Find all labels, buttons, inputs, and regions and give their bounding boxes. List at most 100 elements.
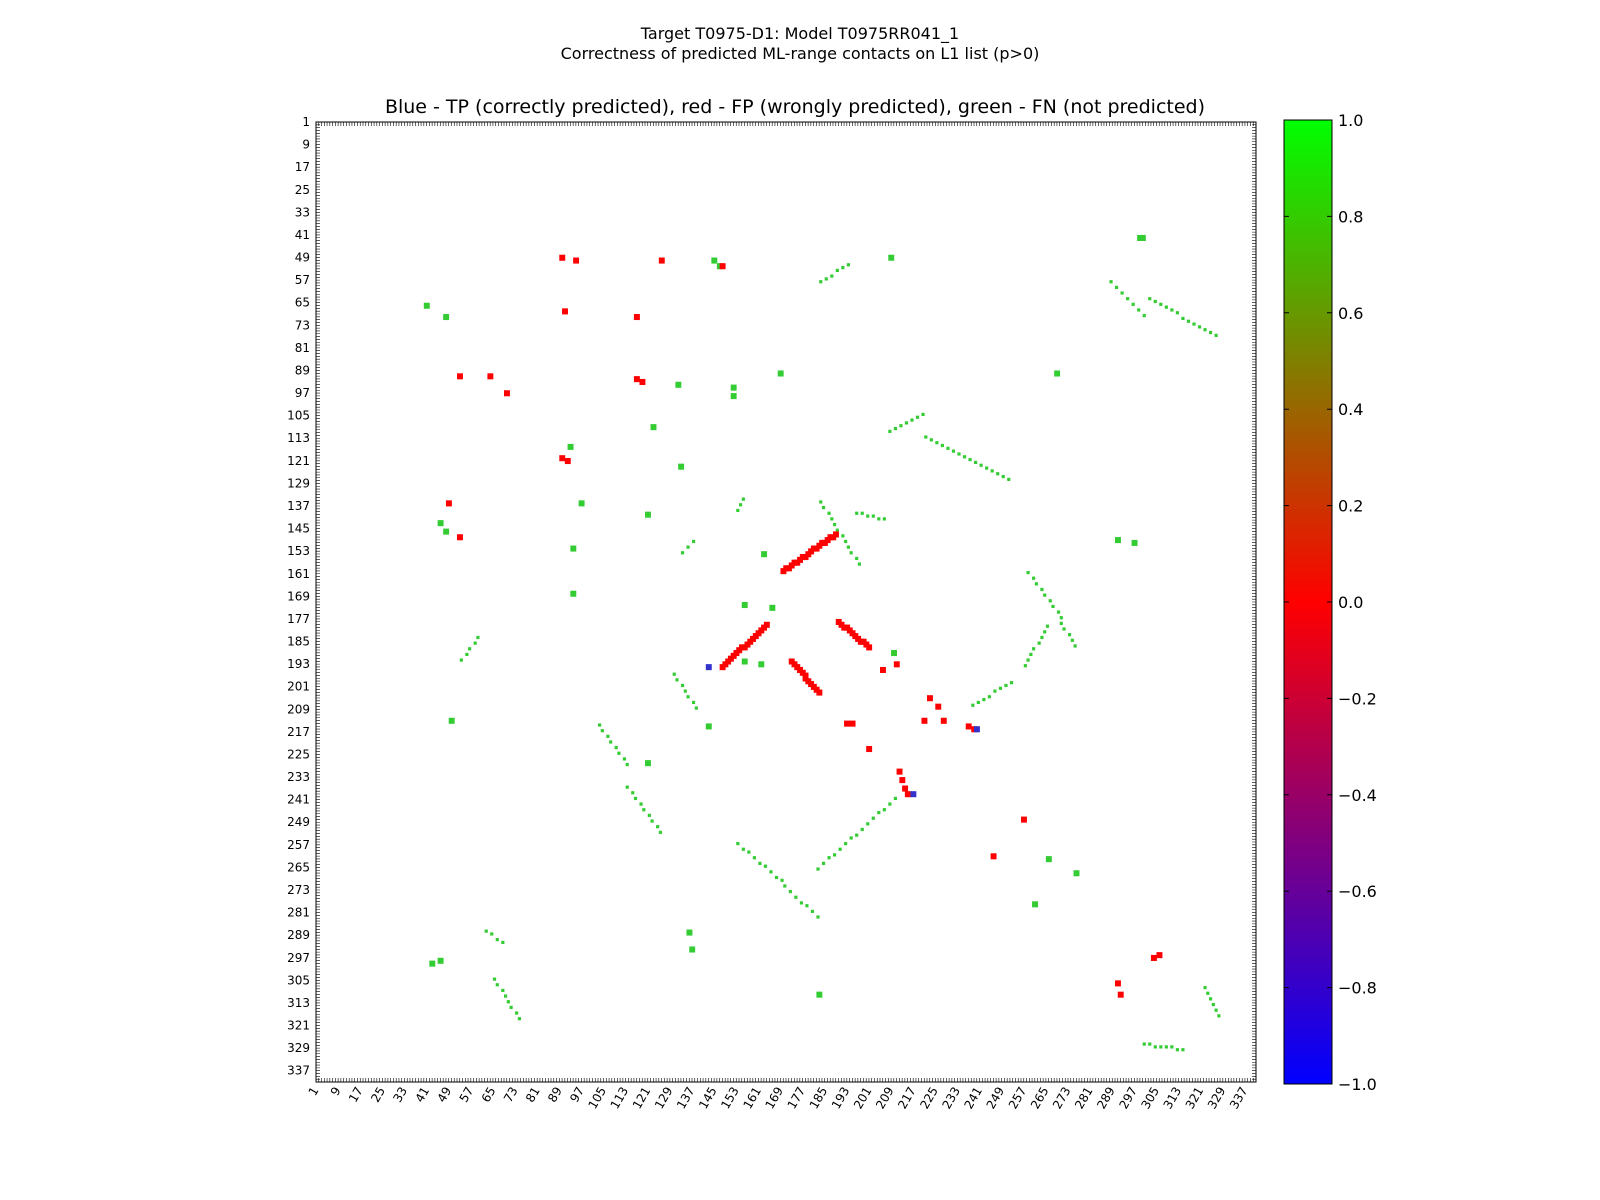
contact-cell — [1115, 980, 1121, 987]
contact-cell — [1170, 1045, 1174, 1049]
y-tick-label: 97 — [295, 386, 310, 400]
y-tick-label: 161 — [287, 567, 310, 581]
contact-cell — [1026, 658, 1030, 662]
contact-cell — [871, 514, 875, 518]
contact-cell — [656, 825, 660, 829]
contact-cell — [741, 847, 745, 851]
y-tick-label: 1 — [302, 115, 310, 129]
contact-cell — [819, 280, 823, 284]
contact-cell — [564, 458, 571, 465]
contact-cell — [882, 517, 886, 521]
contact-cell — [423, 302, 430, 309]
contact-cell — [805, 904, 809, 908]
y-tick-label: 25 — [295, 183, 310, 197]
contact-cell — [437, 957, 444, 964]
contact-cell — [833, 853, 837, 857]
contact-cell — [888, 429, 892, 433]
contact-cell — [940, 717, 947, 724]
contact-cell — [1109, 280, 1113, 284]
contact-cell — [1032, 647, 1036, 651]
y-tick-label: 281 — [287, 906, 310, 920]
x-tick-label: 89 — [545, 1085, 565, 1105]
contact-cell — [946, 446, 950, 450]
contact-cell — [1131, 539, 1138, 546]
contact-cell — [821, 506, 826, 510]
x-tick-label: 265 — [1028, 1085, 1052, 1112]
contact-cell — [763, 864, 768, 868]
y-tick-label: 169 — [287, 589, 310, 603]
contact-cell — [501, 988, 505, 993]
contact-cell — [1148, 297, 1152, 301]
contact-cell — [490, 932, 494, 936]
contact-cell — [680, 551, 685, 555]
contact-cell — [736, 508, 740, 513]
y-tick-label: 33 — [295, 205, 310, 219]
x-tick-label: 337 — [1227, 1085, 1251, 1112]
contact-cell — [1032, 576, 1036, 580]
colorbar — [1283, 119, 1333, 1085]
x-tick-label: 33 — [390, 1085, 410, 1105]
contact-cell — [882, 808, 886, 812]
contact-cell — [1181, 316, 1185, 321]
contact-cell — [849, 551, 853, 555]
contact-cell — [769, 604, 776, 611]
contact-cells — [423, 234, 1221, 1052]
contact-cell — [633, 796, 638, 801]
contact-cell — [692, 700, 696, 705]
x-tick-label: 105 — [586, 1085, 610, 1112]
contact-cell — [899, 424, 903, 428]
contact-cell — [484, 929, 488, 933]
y-tick-label: 89 — [295, 364, 310, 378]
y-tick-label: 313 — [287, 996, 310, 1010]
y-tick-label: 249 — [287, 815, 310, 829]
x-tick-label: 17 — [346, 1085, 366, 1105]
contact-cell — [976, 700, 980, 705]
contact-cell — [1156, 952, 1163, 959]
contact-cell — [844, 720, 850, 727]
contact-cell — [1045, 856, 1052, 863]
contact-cell — [857, 562, 862, 566]
contact-cell — [1073, 644, 1077, 648]
y-tick-label: 201 — [287, 680, 310, 694]
contact-cell — [517, 1017, 521, 1021]
contact-cell — [827, 511, 831, 515]
series-1 — [445, 254, 1163, 998]
y-tick-label: 225 — [287, 748, 310, 762]
contact-cell — [780, 878, 784, 882]
contact-cell — [492, 977, 497, 981]
contact-cell — [598, 723, 602, 727]
y-tick-label: 57 — [295, 273, 310, 287]
contact-cell — [741, 658, 748, 665]
contact-cell — [567, 443, 574, 450]
y-tick-label: 241 — [287, 793, 310, 807]
x-tick-label: 153 — [718, 1085, 742, 1112]
contact-cell — [1153, 299, 1157, 304]
x-tick-label: 9 — [328, 1085, 344, 1099]
contact-cell — [1209, 997, 1213, 1001]
x-tick-label: 249 — [984, 1085, 1008, 1112]
contact-cell — [846, 545, 850, 549]
contact-cell — [1023, 664, 1027, 668]
y-tick-label: 137 — [287, 499, 310, 513]
contact-cell — [855, 833, 859, 837]
contact-cell — [788, 890, 792, 894]
contact-cell — [783, 884, 787, 888]
contact-cell — [625, 762, 629, 767]
contact-cell — [935, 441, 939, 445]
y-tick-label: 209 — [287, 702, 310, 716]
x-tick-label: 137 — [674, 1085, 698, 1112]
y-tick-label: 65 — [295, 296, 310, 310]
contact-cell — [633, 314, 640, 321]
contact-cell — [1197, 325, 1202, 329]
y-tick-label: 193 — [287, 657, 310, 671]
contact-cell — [730, 384, 737, 391]
contact-cell — [1186, 319, 1191, 323]
colorbar-tick-label: 1.0 — [1338, 111, 1363, 130]
contact-cell — [924, 435, 928, 439]
contact-cell — [1004, 683, 1008, 688]
contact-cell — [1007, 477, 1011, 481]
contact-cell — [821, 861, 826, 865]
contact-cell — [437, 520, 444, 527]
contact-cell — [1142, 314, 1146, 318]
contact-cell — [1056, 610, 1061, 614]
